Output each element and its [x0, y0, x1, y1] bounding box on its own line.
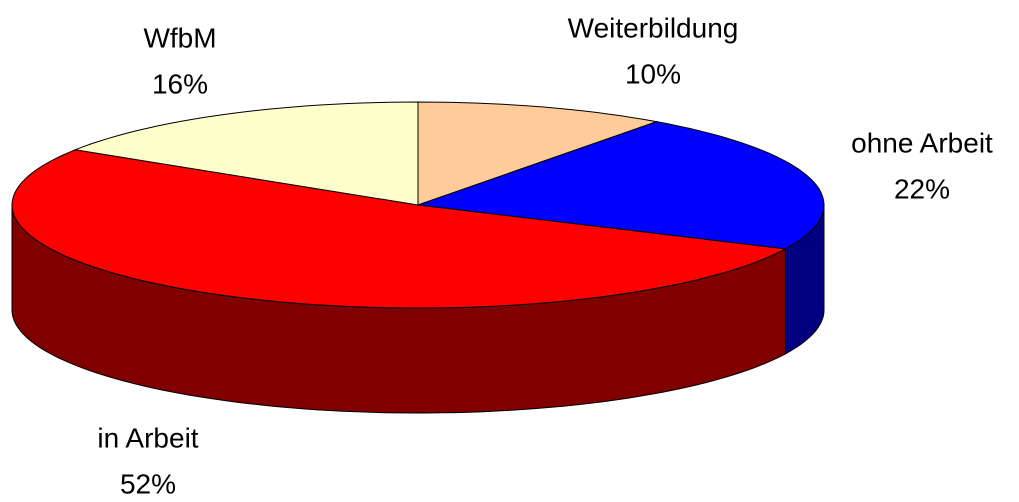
- slice-value-label: 52%: [120, 468, 176, 499]
- slice-value-label: 22%: [894, 173, 950, 204]
- slice-label: in Arbeit: [97, 422, 198, 453]
- slice-label: Weiterbildung: [568, 12, 739, 43]
- slice-label: WfbM: [143, 22, 216, 53]
- page: Weiterbildung 10% ohne Arbeit 22% in Arbeit 5…: [0, 0, 1019, 502]
- slice-label: ohne Arbeit: [851, 127, 993, 158]
- slice-value-label: 10%: [625, 58, 681, 89]
- chart: Weiterbildung 10% ohne Arbeit 22% in Arbeit 5…: [0, 0, 1019, 502]
- slice-value-label: 16%: [152, 68, 208, 99]
